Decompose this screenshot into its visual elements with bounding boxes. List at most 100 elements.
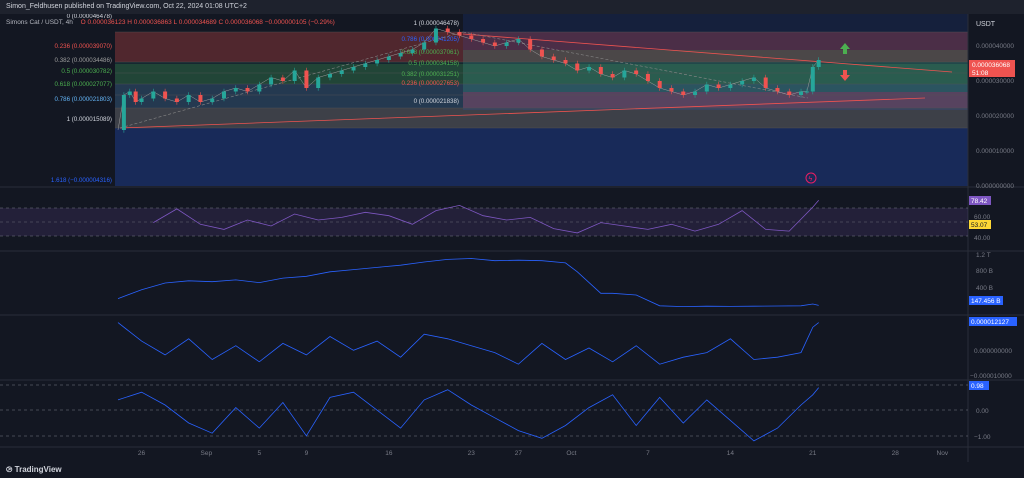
time-tick-label: 23	[468, 450, 476, 457]
fib-right-label: 0.618 (0.000037061)	[402, 49, 459, 56]
price-tick-label: 0.000010000	[976, 148, 1014, 155]
candle-body	[139, 98, 144, 102]
candle-body	[375, 60, 380, 64]
oscillator-2-plot	[117, 387, 820, 442]
osc4-line	[117, 387, 820, 442]
dashed-fib-line[interactable]	[119, 31, 464, 129]
lightning-icon[interactable]	[805, 172, 817, 184]
tradingview-logo[interactable]: ⧁ TradingView	[6, 465, 62, 474]
osc4-tick-zero: 0.00	[976, 408, 989, 415]
candle-body	[787, 91, 792, 95]
candle-body	[445, 28, 450, 32]
candle-body	[622, 70, 627, 78]
candle-body	[221, 91, 226, 99]
price-line	[117, 28, 819, 131]
time-tick-label: 14	[727, 450, 735, 457]
candle-body	[210, 98, 215, 102]
candle-body	[716, 84, 721, 88]
price-plot	[117, 25, 821, 133]
candle-body	[598, 67, 603, 74]
osc3-line	[117, 322, 819, 365]
osc4-badge: 0.98	[971, 383, 984, 390]
candle-body	[763, 77, 768, 88]
candle-body	[433, 28, 438, 43]
candle-body	[751, 77, 756, 81]
candle-body	[693, 91, 698, 95]
fib-right-label: 0.236 (0.000027653)	[402, 80, 459, 87]
candle-body	[804, 91, 809, 93]
obv-line	[117, 258, 819, 308]
currency-label[interactable]: USDT	[976, 21, 996, 28]
obv-tick-1: 1.2 T	[976, 252, 991, 259]
candle-body	[528, 39, 533, 50]
time-tick-label: 27	[515, 450, 523, 457]
obv-tick-3: 400 B	[976, 285, 993, 292]
fib-right-label: 0.786 (0.000041205)	[402, 36, 459, 43]
osc3-tick-neg: −0.000010000	[970, 373, 1012, 380]
candle-body	[339, 70, 344, 74]
osc3-badge: 0.000012127	[971, 319, 1009, 326]
rsi-line	[153, 200, 820, 234]
candle-body	[316, 77, 321, 88]
price-badge-countdown: 51:08	[972, 70, 989, 77]
candle-body	[363, 63, 368, 67]
fib-left-label: 0.786 (0.000021803)	[55, 96, 112, 103]
candle-body	[351, 67, 356, 71]
candle-body	[386, 56, 391, 60]
candle-body	[816, 60, 821, 67]
candle-body	[186, 95, 191, 102]
candle-body	[245, 88, 250, 92]
candle-body	[133, 91, 138, 102]
tv-icon: ⧁	[6, 465, 13, 474]
fib-zone-gray	[115, 108, 968, 128]
fib-right-label: 0.5 (0.000034158)	[408, 60, 459, 67]
ascending-trend-line[interactable]	[119, 97, 926, 129]
fib-left-labels: 0 (0.000046478) 0.236 (0.000039070) 0.382 …	[51, 14, 112, 184]
candle-body	[398, 53, 403, 57]
candle-body	[587, 67, 592, 71]
dashed-fib-line-2[interactable]	[462, 31, 809, 99]
candle-body	[681, 91, 686, 95]
candle-body	[457, 32, 462, 36]
time-tick-label: 28	[892, 450, 900, 457]
time-tick-label: Oct	[566, 450, 576, 457]
time-tick-label: Nov	[937, 450, 949, 457]
footer: ⧁ TradingView	[0, 462, 1024, 478]
fib-right-label: 0.382 (0.000031251)	[402, 71, 459, 78]
fib-left-label: 0.5 (0.000030782)	[61, 68, 112, 75]
candle-body	[469, 35, 474, 39]
trend-lines[interactable]	[119, 31, 953, 129]
pane-separators	[0, 14, 1024, 462]
symbol-legend[interactable]: Simons Cat / USDT, 4h O 0.000036123 H 0.…	[6, 19, 335, 26]
fib-right-label: 1 (0.000046478)	[414, 20, 459, 27]
forecast-arrows: ϟ	[805, 43, 850, 184]
obv-plot	[117, 258, 819, 308]
candle-body	[504, 42, 509, 46]
candle-body	[610, 74, 615, 78]
price-tick-label: 0.000020000	[976, 113, 1014, 120]
down-arrow-icon	[840, 70, 850, 81]
candle-body	[481, 39, 486, 43]
candle-body	[669, 88, 674, 92]
chart-canvas[interactable]: 0 (0.000046478) 0.236 (0.000039070) 0.382 …	[0, 14, 1024, 462]
fib-left-label: 0.236 (0.000039070)	[55, 43, 112, 50]
fib-right-labels: 1 (0.000046478) 0.786 (0.000041205) 0.618 …	[402, 20, 459, 105]
descending-trend-line[interactable]	[462, 33, 953, 73]
candle-body	[327, 74, 332, 78]
price-badge: 0.000036068 51:08	[969, 60, 1015, 77]
time-axis[interactable]: 26 Sep 5 9 16 23 27 Oct 7 14 21 28 Nov	[138, 450, 949, 457]
price-tick-label: 0.000000000	[976, 183, 1014, 190]
fib-left-label: 0 (0.000046478)	[67, 14, 112, 20]
candle-body	[657, 81, 662, 88]
up-arrow-icon	[840, 43, 850, 54]
price-axis[interactable]: 0.000040000 0.000030000 0.000020000 0.00001…	[976, 43, 1014, 190]
rsi-tick-60: 60.00	[974, 214, 991, 221]
candle-body	[269, 77, 274, 85]
oscillator-plot	[117, 322, 819, 365]
candle-body	[575, 63, 580, 71]
obv-badge: 147.456 B	[971, 298, 1001, 305]
price-badge-value: 0.000036068	[972, 62, 1010, 69]
time-tick-label: 21	[809, 450, 817, 457]
obv-tick-2: 800 B	[976, 268, 993, 275]
candle-body	[422, 42, 427, 50]
